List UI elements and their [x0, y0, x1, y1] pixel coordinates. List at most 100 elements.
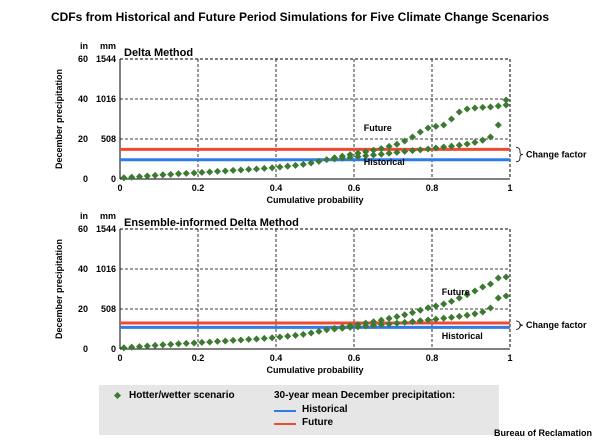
p1-y-tick-label-mm: 0: [111, 344, 116, 354]
p1-y-tick-label-in: 40: [78, 264, 88, 274]
p0-y-unit-mm: mm: [100, 41, 116, 51]
p1-data-point: [198, 338, 206, 346]
p1-data-point: [494, 294, 502, 302]
p1-data-point: [307, 329, 315, 337]
p0-data-point: [408, 133, 417, 141]
p1-data-point: [151, 341, 159, 349]
p1-data-point: [260, 334, 268, 342]
p0-x-tick-label: 0.2: [192, 183, 205, 193]
p1-x-tick-label: 0.6: [348, 353, 361, 363]
p0-data-point: [268, 164, 276, 172]
p0-x-tick-label: 0.6: [348, 183, 361, 193]
p0-data-point: [174, 170, 183, 178]
p1-data-point: [229, 336, 237, 344]
p1-y-unit-in: in: [80, 211, 88, 221]
p1-x-tick-label: 0.8: [426, 353, 439, 363]
p0-data-point: [486, 133, 495, 141]
p0-x-axis-label: Cumulative probability: [266, 195, 363, 205]
p0-data-point: [362, 148, 370, 156]
p0-data-point: [440, 121, 448, 129]
p0-data-point: [362, 152, 370, 160]
p0-y-tick-label-in: 0: [83, 174, 88, 184]
p1-data-point: [299, 330, 307, 338]
p1-data-point: [494, 274, 502, 282]
p0-x-tick-label: 0.4: [270, 183, 283, 193]
p0-data-point: [315, 157, 323, 165]
p0-y-tick-label-in: 40: [78, 94, 88, 104]
p1-data-point: [182, 339, 190, 347]
p1-future-label: Future: [442, 287, 470, 297]
p1-data-point: [471, 310, 479, 318]
p0-data-point: [151, 171, 159, 179]
p0-data-point: [416, 128, 424, 136]
p1-data-point: [291, 331, 300, 339]
legend-historical-line: [274, 410, 296, 412]
p1-data-point: [486, 280, 495, 288]
p1-data-point: [455, 294, 463, 302]
legend-scenario-marker: [113, 391, 122, 400]
p1-data-point: [440, 300, 448, 308]
p0-data-point: [245, 165, 253, 173]
legend-mean-heading: 30-year mean December precipitation:: [274, 390, 456, 401]
p1-data-point: [401, 311, 409, 319]
p1-data-point: [416, 317, 424, 325]
p0-data-point: [486, 103, 495, 111]
p1-data-point: [440, 314, 448, 322]
p1-historical-label: Historical: [442, 331, 483, 341]
p0-data-point: [447, 142, 456, 150]
legend: Hotter/wetter scenario 30-year mean Dece…: [99, 385, 499, 435]
p1-y-tick-label-mm: 1544: [96, 224, 116, 234]
p1-x-tick-label: 1: [507, 353, 512, 363]
p1-data-point: [369, 318, 378, 326]
p0-data-point: [369, 146, 378, 154]
p0-data-point: [291, 161, 300, 169]
p0-data-point: [221, 167, 229, 175]
p1-data-point: [330, 325, 339, 333]
p0-data-point: [252, 165, 261, 173]
p0-data-point: [284, 162, 292, 170]
p0-y-tick-label-mm: 1544: [96, 54, 116, 64]
credit: Bureau of Reclamation: [493, 428, 592, 438]
p1-y-tick-label-mm: 1016: [96, 264, 116, 274]
p1-data-point: [245, 335, 253, 343]
p1-data-point: [268, 334, 276, 342]
legend-historical-label: Historical: [302, 404, 348, 415]
p0-data-point: [143, 172, 151, 180]
p0-x-tick-label: 1: [507, 183, 512, 193]
p1-data-point: [135, 343, 144, 351]
p0-data-point: [182, 169, 190, 177]
p0-data-point: [346, 153, 354, 161]
p0-data-point: [323, 156, 331, 164]
p0-data-point: [377, 150, 385, 158]
p1-data-point: [213, 337, 222, 345]
p1-data-point: [143, 342, 151, 350]
p1-data-point: [432, 302, 440, 310]
p1-data-point: [377, 321, 385, 329]
p0-y-tick-label-in: 20: [78, 134, 88, 144]
p0-y-axis-label: December precipitation: [54, 69, 64, 169]
p0-data-point: [276, 163, 284, 171]
p1-data-point: [502, 273, 510, 281]
p0-y-tick-label-mm: 1016: [96, 94, 116, 104]
p1-data-point: [120, 344, 128, 352]
p0-data-point: [260, 164, 268, 172]
p1-x-tick-label: 0.2: [192, 353, 205, 363]
p1-data-point: [159, 341, 167, 349]
p0-x-tick-label: 0: [117, 183, 122, 193]
p0-data-point: [432, 122, 440, 130]
p0-y-unit-in: in: [80, 41, 88, 51]
p0-data-point: [135, 173, 144, 181]
p0-data-point: [354, 153, 362, 161]
p0-data-point: [338, 154, 346, 162]
p0-data-point: [299, 160, 307, 168]
p1-plot-frame: [119, 228, 511, 350]
p1-data-point: [221, 337, 229, 345]
chart-title: CDFs from Historical and Future Period S…: [50, 10, 550, 24]
p1-y-tick-label-in: 20: [78, 304, 88, 314]
p0-y-tick-label-mm: 0: [111, 174, 116, 184]
p1-data-point: [393, 313, 401, 321]
p1-data-point: [393, 319, 401, 327]
p1-data-point: [447, 297, 456, 305]
p1-data-point: [408, 318, 417, 326]
